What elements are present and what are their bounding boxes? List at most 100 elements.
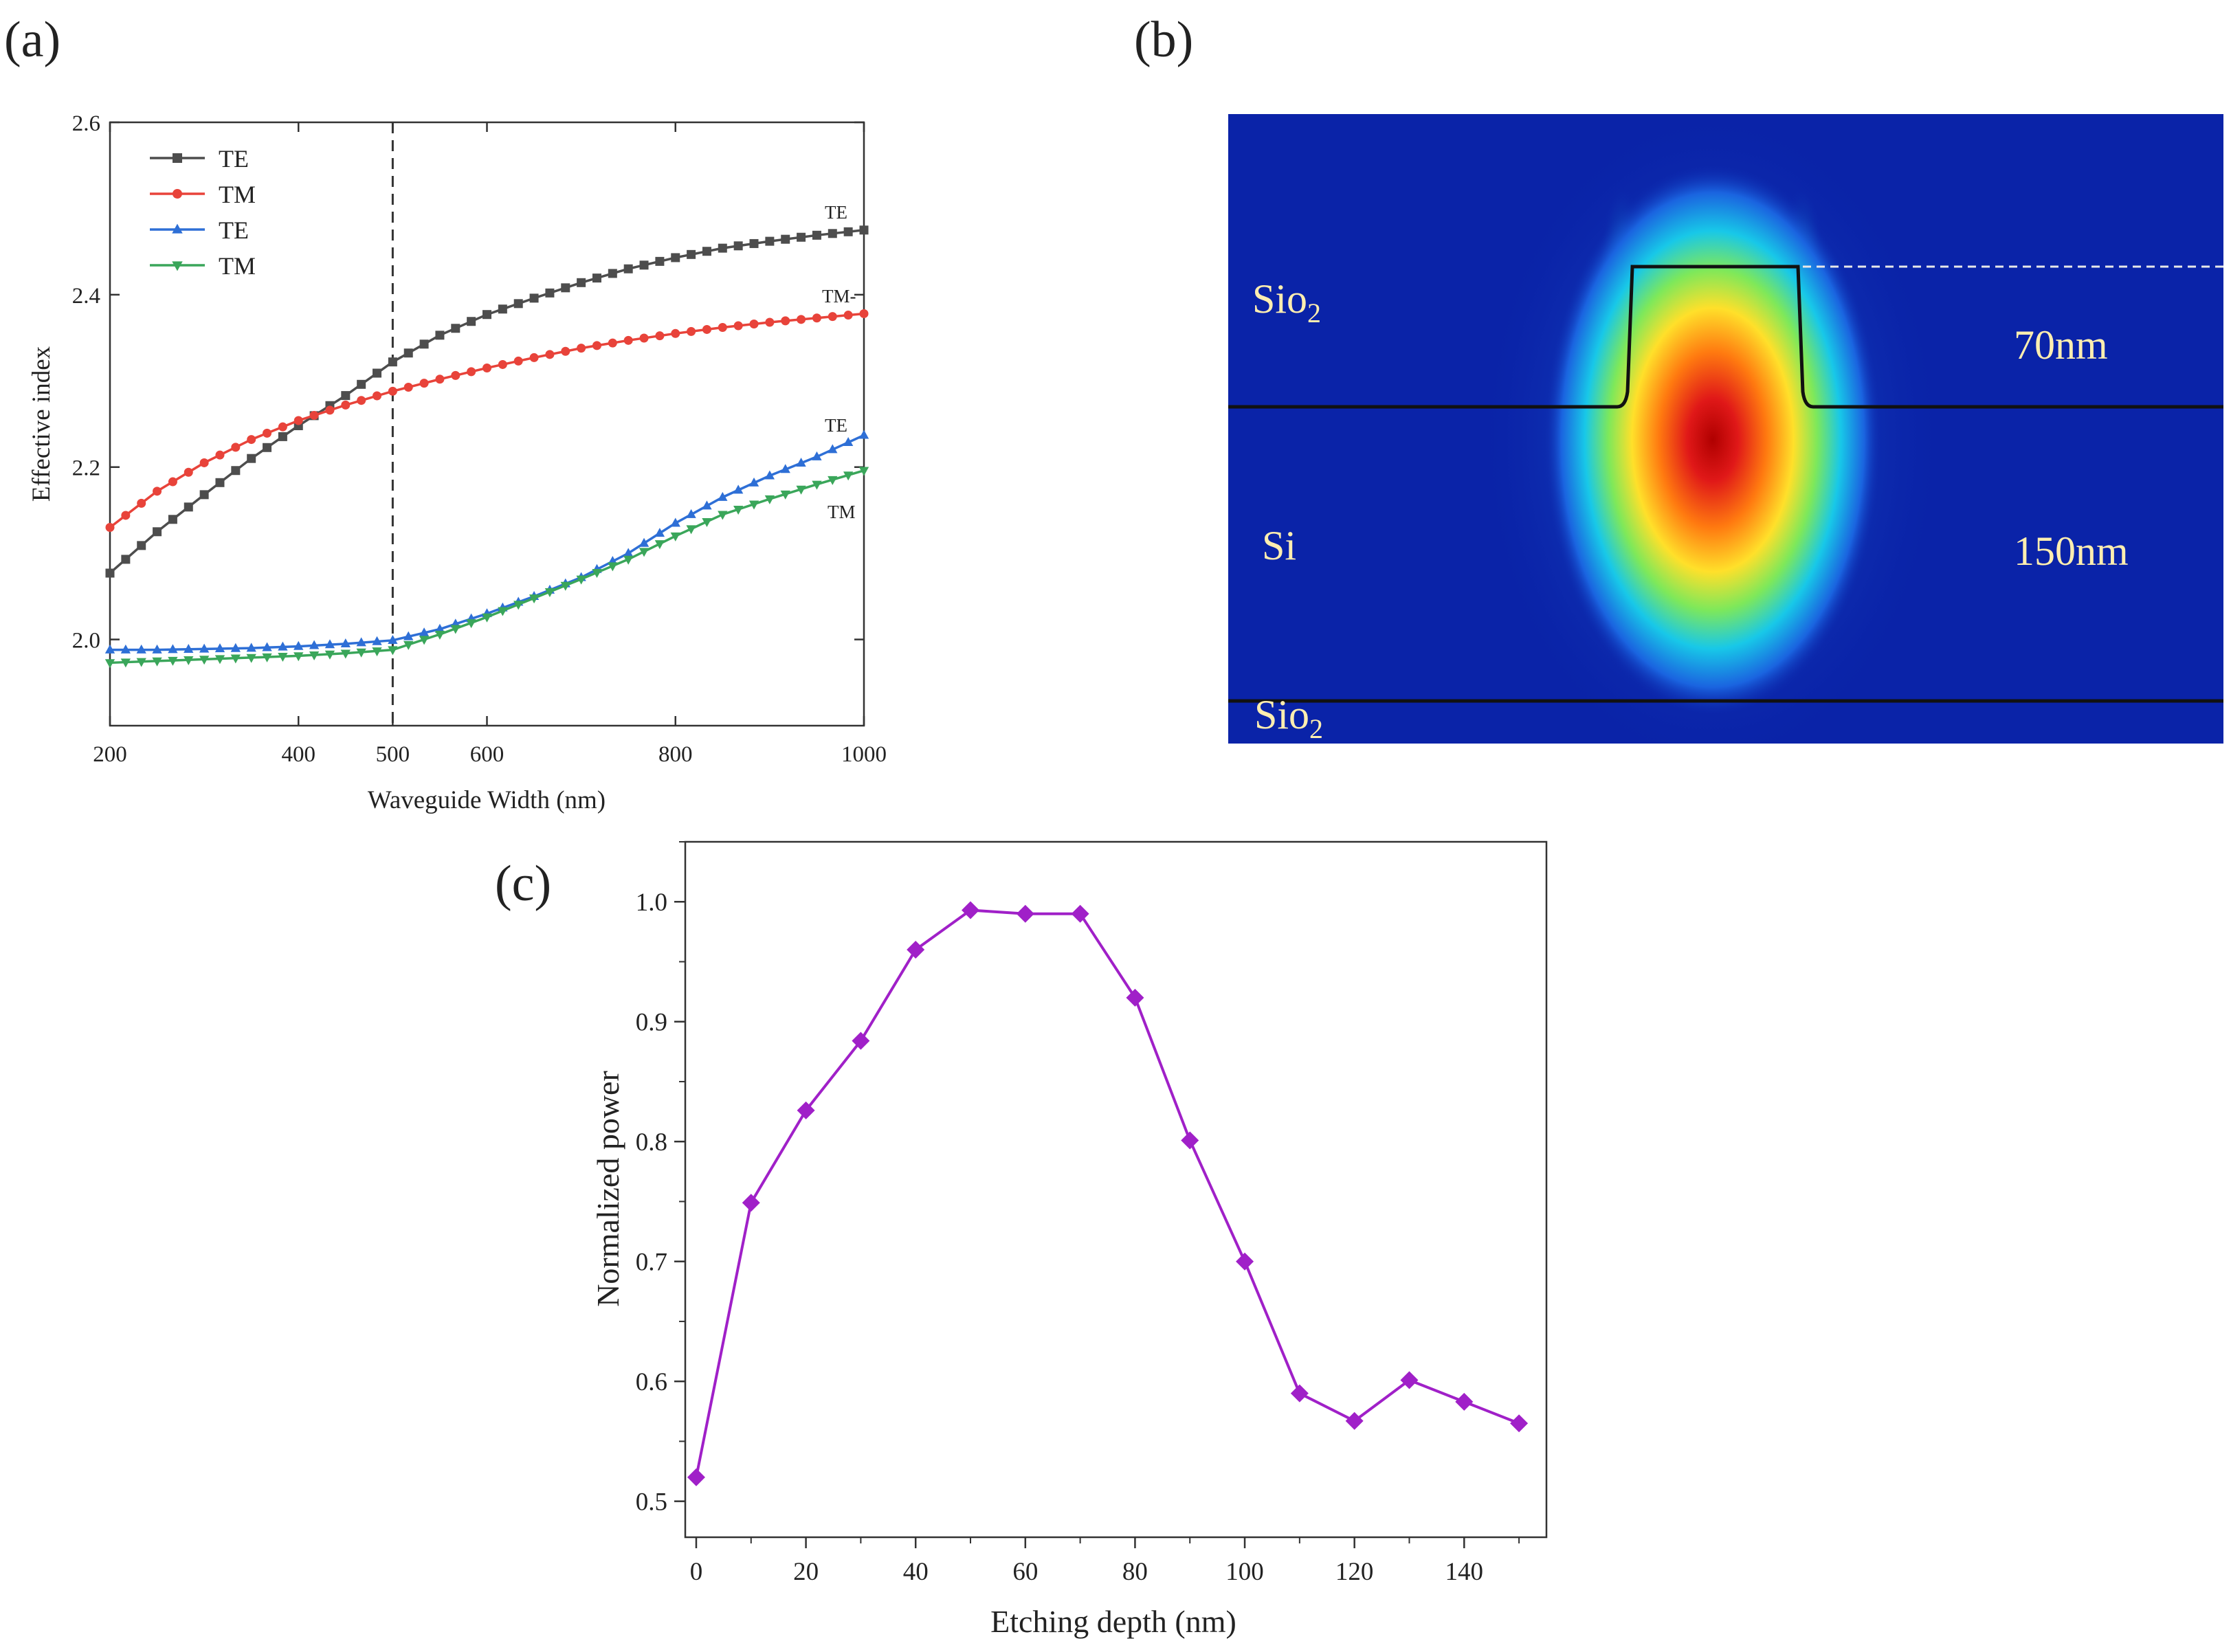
y-tick-label: 2.2 <box>72 456 100 481</box>
data-point <box>577 278 586 287</box>
data-point <box>812 480 822 490</box>
data-point <box>153 527 162 537</box>
data-point <box>451 370 460 380</box>
data-point <box>733 505 744 515</box>
data-point <box>309 410 319 420</box>
data-point <box>357 396 366 405</box>
data-point <box>859 225 869 235</box>
data-point <box>104 644 115 654</box>
data-point <box>372 647 382 657</box>
data-point <box>1510 1414 1529 1433</box>
data-point <box>623 264 633 274</box>
data-point <box>137 498 146 508</box>
data-point <box>733 321 743 331</box>
x-tick-label: 400 <box>282 742 316 767</box>
data-point <box>639 260 649 270</box>
data-point <box>482 310 491 320</box>
data-point <box>1016 904 1034 923</box>
chart-c-y-tick-labels: 0.5 0.6 0.7 0.8 0.9 1.0 <box>636 889 667 1516</box>
data-point <box>357 379 366 389</box>
data-point <box>498 304 507 314</box>
data-point <box>812 313 821 323</box>
data-point <box>263 428 272 438</box>
data-point <box>356 648 366 658</box>
data-point <box>843 227 853 236</box>
data-point <box>199 490 209 500</box>
data-point <box>199 643 210 653</box>
panel-a-label: (a) <box>4 12 60 68</box>
data-point <box>852 1031 870 1050</box>
data-point <box>1181 1131 1199 1150</box>
x-tick-label: 20 <box>793 1558 819 1586</box>
data-point <box>742 1194 760 1212</box>
data-point <box>231 443 241 452</box>
chart-a-legend: TE TM TE TM <box>150 145 256 280</box>
data-point <box>718 491 728 501</box>
y-tick-label: 0.8 <box>636 1128 667 1157</box>
data-point <box>482 613 492 623</box>
chart-a-x-tick-labels: 200 400 500 600 800 1000 <box>93 742 887 767</box>
x-tick-label: 500 <box>376 742 410 767</box>
data-point <box>121 511 131 520</box>
data-point <box>341 400 351 410</box>
data-point <box>388 386 397 396</box>
data-point <box>1400 1371 1419 1389</box>
data-point <box>419 339 429 349</box>
data-point <box>341 391 351 401</box>
y-tick-label: 0.6 <box>636 1368 667 1396</box>
data-point <box>498 359 507 369</box>
chart-c-frame <box>684 840 1548 1539</box>
data-point <box>828 312 837 322</box>
data-point <box>702 500 712 510</box>
data-point <box>184 467 193 477</box>
data-point <box>246 654 256 663</box>
data-point <box>498 607 508 616</box>
data-point <box>686 525 696 535</box>
data-point <box>670 532 680 542</box>
data-point <box>623 548 634 557</box>
data-point <box>247 454 256 463</box>
curve-label-tm-upper: TM- <box>822 286 856 306</box>
data-point <box>215 450 225 460</box>
data-point <box>765 236 775 246</box>
x-tick-label: 100 <box>1225 1558 1264 1586</box>
data-point <box>718 511 728 520</box>
data-point <box>373 368 382 378</box>
x-tick-label: 140 <box>1445 1558 1484 1586</box>
data-point <box>748 477 759 487</box>
data-point <box>529 594 540 604</box>
data-point <box>797 232 806 242</box>
chart-c-y-axis-title: Normalized power <box>590 1071 625 1307</box>
data-point <box>639 537 650 547</box>
y-tick-label: 2.0 <box>72 629 100 654</box>
data-point <box>781 316 790 326</box>
legend-label-tm-2: TM <box>219 252 256 280</box>
data-point <box>231 466 241 476</box>
data-point <box>153 487 162 496</box>
data-point <box>828 444 838 454</box>
mode-profile <box>1544 165 1881 715</box>
legend-label-te-2: TE <box>219 216 249 244</box>
chart-a-x-axis-title: Waveguide Width (nm) <box>368 786 606 814</box>
data-point <box>1071 904 1089 923</box>
series-line-4 <box>109 469 865 665</box>
y-tick-label: 0.5 <box>636 1488 667 1517</box>
data-point <box>545 288 555 298</box>
data-point <box>718 323 727 333</box>
data-point <box>324 650 335 660</box>
data-point <box>702 247 711 256</box>
data-point <box>215 478 225 487</box>
series-line-2 <box>109 312 865 528</box>
data-point <box>467 367 476 377</box>
data-point <box>1455 1392 1474 1411</box>
data-point <box>907 941 925 959</box>
rib-outline <box>1228 265 2223 409</box>
data-point <box>733 241 743 251</box>
data-point <box>560 581 570 591</box>
x-tick-label: 120 <box>1335 1558 1374 1586</box>
data-point <box>152 657 162 667</box>
data-point <box>639 333 649 343</box>
data-point <box>388 357 397 367</box>
data-point <box>434 623 445 633</box>
chart-c-x-tick-labels: 0 20 40 60 80 100 120 140 <box>690 1558 1483 1586</box>
